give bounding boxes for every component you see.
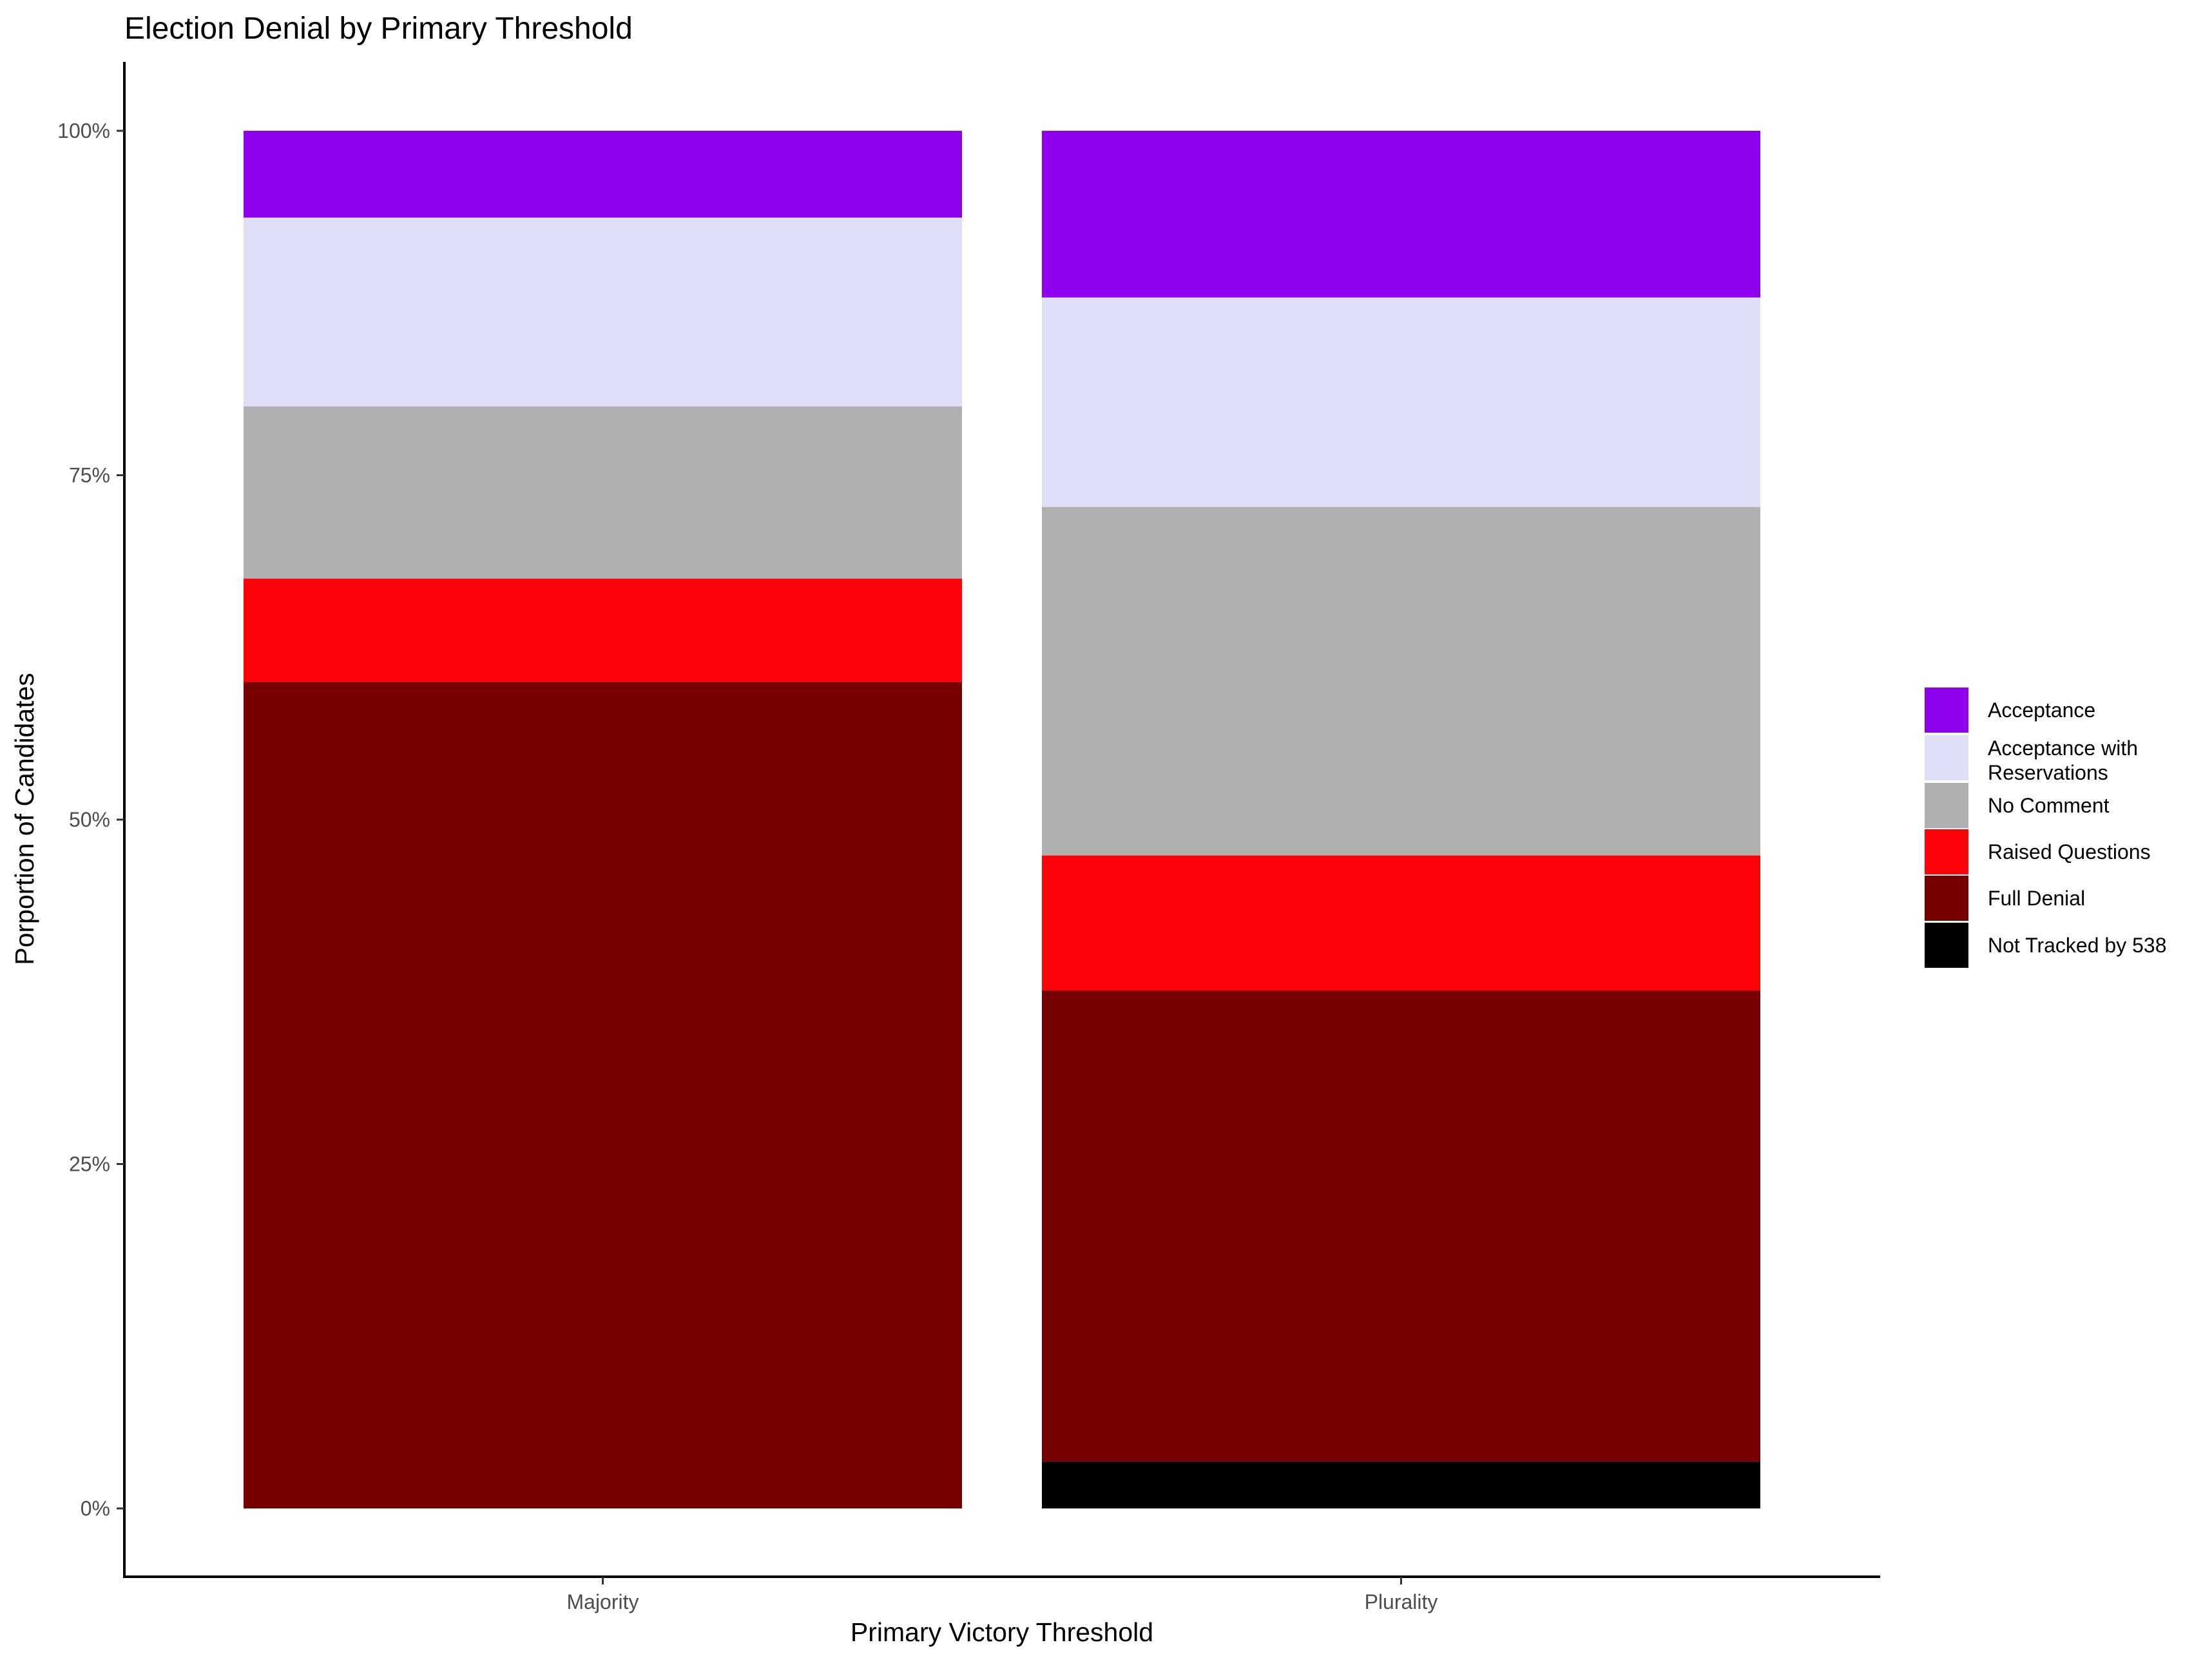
- legend-key-acceptance-with-reservations: [1925, 735, 1968, 780]
- x-tick-label: Majority: [566, 1590, 639, 1613]
- legend-label: No Comment: [1988, 794, 2110, 817]
- legend-label: Acceptance: [1988, 698, 2095, 722]
- y-axis-title: Porportion of Candidates: [10, 673, 39, 965]
- legend-key-raised-questions: [1925, 829, 1968, 874]
- bar-segment-plurality-raised-questions: [1042, 855, 1760, 991]
- bar-segment-majority-no-comment: [244, 406, 962, 579]
- bar-segment-plurality-full-denial: [1042, 990, 1760, 1462]
- x-axis-ticks: Majority Plurality: [566, 1577, 1438, 1613]
- legend-label: Raised Questions: [1988, 840, 2151, 863]
- legend-key-acceptance: [1925, 688, 1968, 733]
- bar-segment-majority-raised-questions: [244, 578, 962, 682]
- legend-key-no-comment: [1925, 783, 1968, 828]
- bar-segment-majority-acceptance-with-reservations: [244, 217, 962, 407]
- y-tick-label: 100%: [57, 119, 110, 142]
- legend-key-full-denial: [1925, 876, 1968, 921]
- y-axis-ticks: 0% 25% 50% 75% 100%: [57, 119, 124, 1520]
- bar-segment-plurality-no-comment: [1042, 506, 1760, 856]
- x-axis-title: Primary Victory Threshold: [851, 1617, 1153, 1647]
- bar-segment-majority-full-denial: [244, 682, 962, 1508]
- legend-label: Acceptance with Reservations: [1988, 737, 2138, 784]
- legend-label: Full Denial: [1988, 887, 2085, 910]
- legend: Acceptance Acceptance with Reservations No …: [1925, 688, 2166, 968]
- bar-segment-plurality-acceptance-with-reservations: [1042, 297, 1760, 507]
- legend-label: Not Tracked by 538: [1988, 934, 2166, 957]
- bar-segment-plurality-not-tracked-by-538: [1042, 1461, 1760, 1508]
- legend-key-not-tracked-by-538: [1925, 923, 1968, 968]
- chart-title: Election Denial by Primary Threshold: [124, 12, 633, 46]
- y-tick-label: 25%: [69, 1153, 110, 1176]
- y-tick-label: 75%: [69, 464, 110, 487]
- y-tick-label: 0%: [81, 1497, 110, 1520]
- x-tick-label: Plurality: [1365, 1590, 1438, 1613]
- bar-segment-plurality-acceptance: [1042, 131, 1760, 298]
- bar-segment-majority-acceptance: [244, 131, 962, 218]
- plot-area: [244, 131, 1760, 1508]
- y-tick-label: 50%: [69, 808, 110, 831]
